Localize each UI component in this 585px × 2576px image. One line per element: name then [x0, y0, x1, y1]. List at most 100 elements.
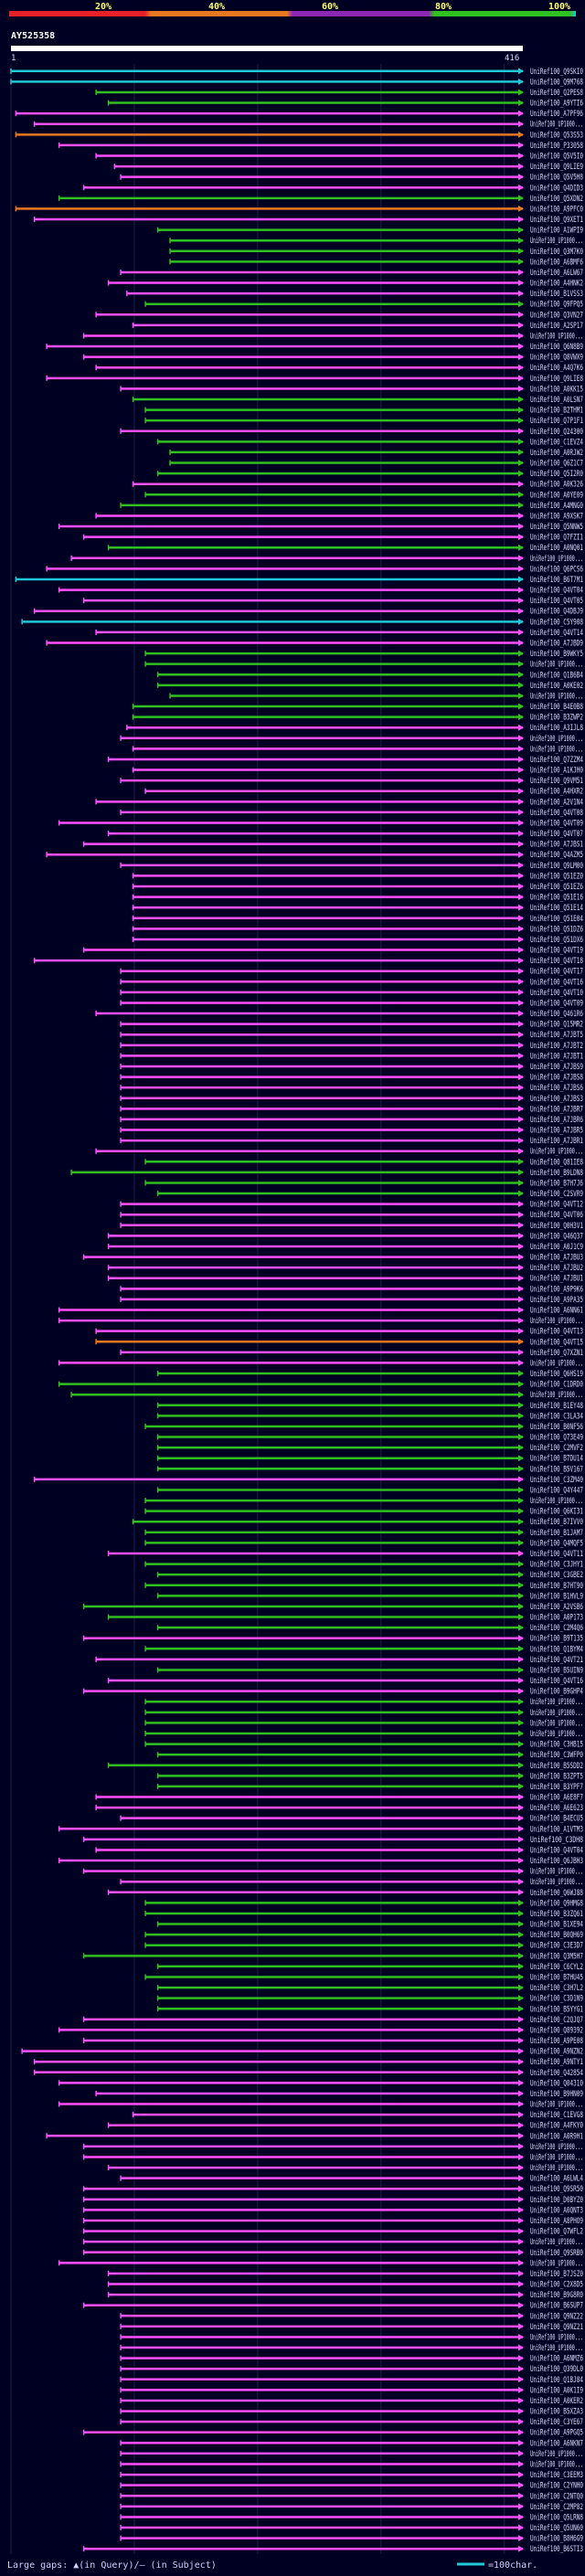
hit-label[interactable]: UniRef100_B0QH69 — [530, 1931, 583, 1940]
hit-row[interactable]: UniRef100_D0BYZ0 — [82, 2196, 583, 2205]
hit-label[interactable]: UniRef100_A7JBR6 — [530, 1116, 583, 1125]
hit-label[interactable]: UniRef100_UP1000... — [530, 2259, 583, 2268]
hit-label[interactable]: UniRef100_UP1000... — [530, 1497, 583, 1506]
hit-row[interactable]: UniRef100_C3E3D7 — [144, 1942, 583, 1951]
hit-row[interactable]: UniRef100_A6BMF6 — [169, 258, 583, 267]
hit-row[interactable]: UniRef100_Q73E49 — [156, 1434, 583, 1443]
hit-label[interactable]: UniRef100_B7HU45 — [530, 1973, 583, 1982]
hit-label[interactable]: UniRef100_UP1000... — [530, 2153, 583, 2162]
hit-label[interactable]: UniRef100_B5UIN9 — [530, 1666, 583, 1675]
hit-row[interactable]: UniRef100_B6SUP7 — [82, 2302, 583, 2311]
hit-row[interactable]: UniRef100_B7JSZ0 — [107, 2270, 583, 2279]
hit-label[interactable]: UniRef100_A7JBS9 — [530, 1063, 583, 1072]
hit-label[interactable]: UniRef100_B9HN09 — [530, 2090, 583, 2099]
hit-row[interactable]: UniRef100_B1XE94 — [156, 1921, 583, 1930]
hit-label[interactable]: UniRef100_UP1000... — [530, 1317, 583, 1326]
hit-row[interactable]: UniRef100_B1VSS3 — [126, 290, 583, 299]
hit-label[interactable]: UniRef100_B5V167 — [530, 1465, 583, 1474]
hit-label[interactable]: UniRef100_D0BYZ0 — [530, 2196, 583, 2205]
hit-label[interactable]: UniRef100_B9G8R0 — [530, 2291, 583, 2300]
hit-row[interactable]: UniRef100_A6NMZ6 — [120, 2355, 583, 2364]
hit-row[interactable]: UniRef100_B6T7M1 — [15, 576, 583, 585]
hit-row[interactable]: UniRef100_A9YTI6 — [107, 100, 583, 109]
hit-label[interactable]: UniRef100_A9PE08 — [530, 2037, 583, 2046]
hit-label[interactable]: UniRef100_UP1000... — [530, 555, 583, 564]
hit-row[interactable]: UniRef100_A7JBT5 — [120, 1031, 583, 1040]
hit-label[interactable]: UniRef100_Q3M5H7 — [530, 1952, 583, 1961]
hit-row[interactable]: UniRef100_A7JBU3 — [82, 1254, 583, 1263]
hit-row[interactable]: UniRef100_B7HT90 — [144, 1582, 583, 1591]
hit-row[interactable]: UniRef100_Q1BYM4 — [144, 1645, 583, 1654]
hit-label[interactable]: UniRef100_B7JSZ0 — [530, 2270, 583, 2279]
hit-row[interactable]: UniRef100_C1EVG8 — [132, 2111, 583, 2120]
hit-label[interactable]: UniRef100_A0J1C9 — [530, 1243, 583, 1252]
hit-label[interactable]: UniRef100_A6NMZ6 — [530, 2355, 583, 2364]
hit-row[interactable]: UniRef100_Q4VT10 — [120, 989, 583, 998]
hit-label[interactable]: UniRef100_A9PA35 — [530, 1296, 583, 1305]
hit-label[interactable]: UniRef100_Q9XET1 — [530, 216, 583, 225]
hit-row[interactable]: UniRef100_A7JBS1 — [82, 841, 583, 850]
hit-label[interactable]: UniRef100_Q9HMG8 — [530, 1899, 583, 1908]
hit-row[interactable]: UniRef100_C3H7L2 — [156, 1984, 583, 1993]
hit-row[interactable]: UniRef100_Q4VT19 — [82, 947, 583, 956]
hit-label[interactable]: UniRef100_B5XZA3 — [530, 2408, 583, 2417]
hit-label[interactable]: UniRef100_C3E3D7 — [530, 1942, 583, 1951]
hit-row[interactable]: UniRef100_A7JBS8 — [120, 1074, 583, 1083]
hit-row[interactable]: UniRef100_B9WKY5 — [144, 650, 583, 659]
hit-row[interactable]: UniRef100_Q6KI31 — [144, 1508, 583, 1517]
hit-label[interactable]: UniRef100_A6BMF6 — [530, 258, 583, 267]
hit-label[interactable]: UniRef100_A7JBT5 — [530, 1031, 583, 1040]
hit-label[interactable]: UniRef100_C2MP82 — [530, 2503, 583, 2512]
hit-row[interactable]: UniRef100_Q24300 — [120, 428, 583, 437]
hit-label[interactable]: UniRef100_Q89392 — [530, 2026, 583, 2035]
hit-row[interactable]: UniRef100_Q9SR50 — [82, 2185, 583, 2194]
hit-row[interactable]: UniRef100_Q9M768 — [10, 78, 583, 87]
hit-row[interactable]: UniRef100_A6E8F7 — [95, 1794, 583, 1803]
hit-row[interactable]: UniRef100_UP1000... — [58, 1359, 583, 1368]
hit-row[interactable]: UniRef100_B3ZWP2 — [132, 714, 583, 723]
hit-label[interactable]: UniRef100_Q51DX6 — [530, 936, 583, 945]
hit-label[interactable]: UniRef100_Q9SRB0 — [530, 2249, 583, 2258]
hit-row[interactable]: UniRef100_Q6Z1C7 — [169, 460, 583, 469]
hit-label[interactable]: UniRef100_C2SVR9 — [530, 1190, 583, 1199]
hit-label[interactable]: UniRef100_A7PF96 — [530, 110, 583, 119]
hit-row[interactable]: UniRef100_A4HXR2 — [144, 788, 583, 797]
hit-label[interactable]: UniRef100_UP1000... — [530, 692, 583, 701]
hit-label[interactable]: UniRef100_C2QJQ7 — [530, 2016, 583, 2025]
hit-row[interactable]: UniRef100_A8PHO9 — [82, 2217, 583, 2226]
hit-row[interactable]: UniRef100_A7JBR1 — [120, 1137, 583, 1146]
hit-row[interactable]: UniRef100_UP1000... — [169, 692, 583, 701]
hit-row[interactable]: UniRef100_B0QH69 — [144, 1931, 583, 1940]
hit-row[interactable]: UniRef100_C1DRD0 — [58, 1381, 583, 1390]
hit-row[interactable]: UniRef100_UP1000... — [82, 2143, 583, 2152]
hit-label[interactable]: UniRef100_UP1000... — [530, 2461, 583, 2470]
hit-row[interactable]: UniRef100_Q46Q37 — [107, 1232, 583, 1241]
hit-row[interactable]: UniRef100_Q5V5H8 — [120, 174, 583, 183]
hit-label[interactable]: UniRef100_B7HT90 — [530, 1582, 583, 1591]
hit-label[interactable]: UniRef100_B4E0B8 — [530, 703, 583, 712]
hit-label[interactable]: UniRef100_Q9VM51 — [530, 777, 583, 786]
hit-row[interactable]: UniRef100_Q4VT14 — [95, 629, 583, 638]
hit-label[interactable]: UniRef100_A6NN61 — [530, 1307, 583, 1316]
hit-row[interactable]: UniRef100_A7JBS3 — [120, 1095, 583, 1104]
hit-row[interactable]: UniRef100_Q4VT04 — [58, 587, 583, 596]
hit-row[interactable]: UniRef100_Q4VT18 — [33, 957, 583, 966]
hit-row[interactable]: UniRef100_B7DU14 — [156, 1455, 583, 1464]
hit-label[interactable]: UniRef100_Q1BYM4 — [530, 1645, 583, 1654]
hit-row[interactable]: UniRef100_B9G8R0 — [107, 2291, 583, 2300]
hit-label[interactable]: UniRef100_A7JBS1 — [530, 841, 583, 850]
hit-row[interactable]: UniRef100_Q7XZN1 — [120, 1349, 583, 1358]
hit-row[interactable]: UniRef100_C3EEM3 — [120, 2471, 583, 2480]
hit-label[interactable]: UniRef100_Q9NZ22 — [530, 2312, 583, 2321]
hit-label[interactable]: UniRef100_A8PHO9 — [530, 2217, 583, 2226]
hit-row[interactable]: UniRef100_A0YE09 — [144, 491, 583, 500]
hit-row[interactable]: UniRef100_Q6HS19 — [156, 1370, 583, 1379]
hit-row[interactable]: UniRef100_A2SP17 — [132, 322, 583, 331]
hit-label[interactable]: UniRef100_C2YNH0 — [530, 2482, 583, 2491]
hit-row[interactable]: UniRef100_A9PE08 — [82, 2037, 583, 2046]
hit-row[interactable]: UniRef100_UP1000... — [120, 735, 583, 744]
hit-label[interactable]: UniRef100_Q9SR50 — [530, 2185, 583, 2194]
hit-row[interactable]: UniRef100_C2YNH0 — [120, 2482, 583, 2491]
hit-row[interactable]: UniRef100_A6NN61 — [58, 1307, 583, 1316]
hit-label[interactable]: UniRef100_Q9LIE8 — [530, 375, 583, 384]
